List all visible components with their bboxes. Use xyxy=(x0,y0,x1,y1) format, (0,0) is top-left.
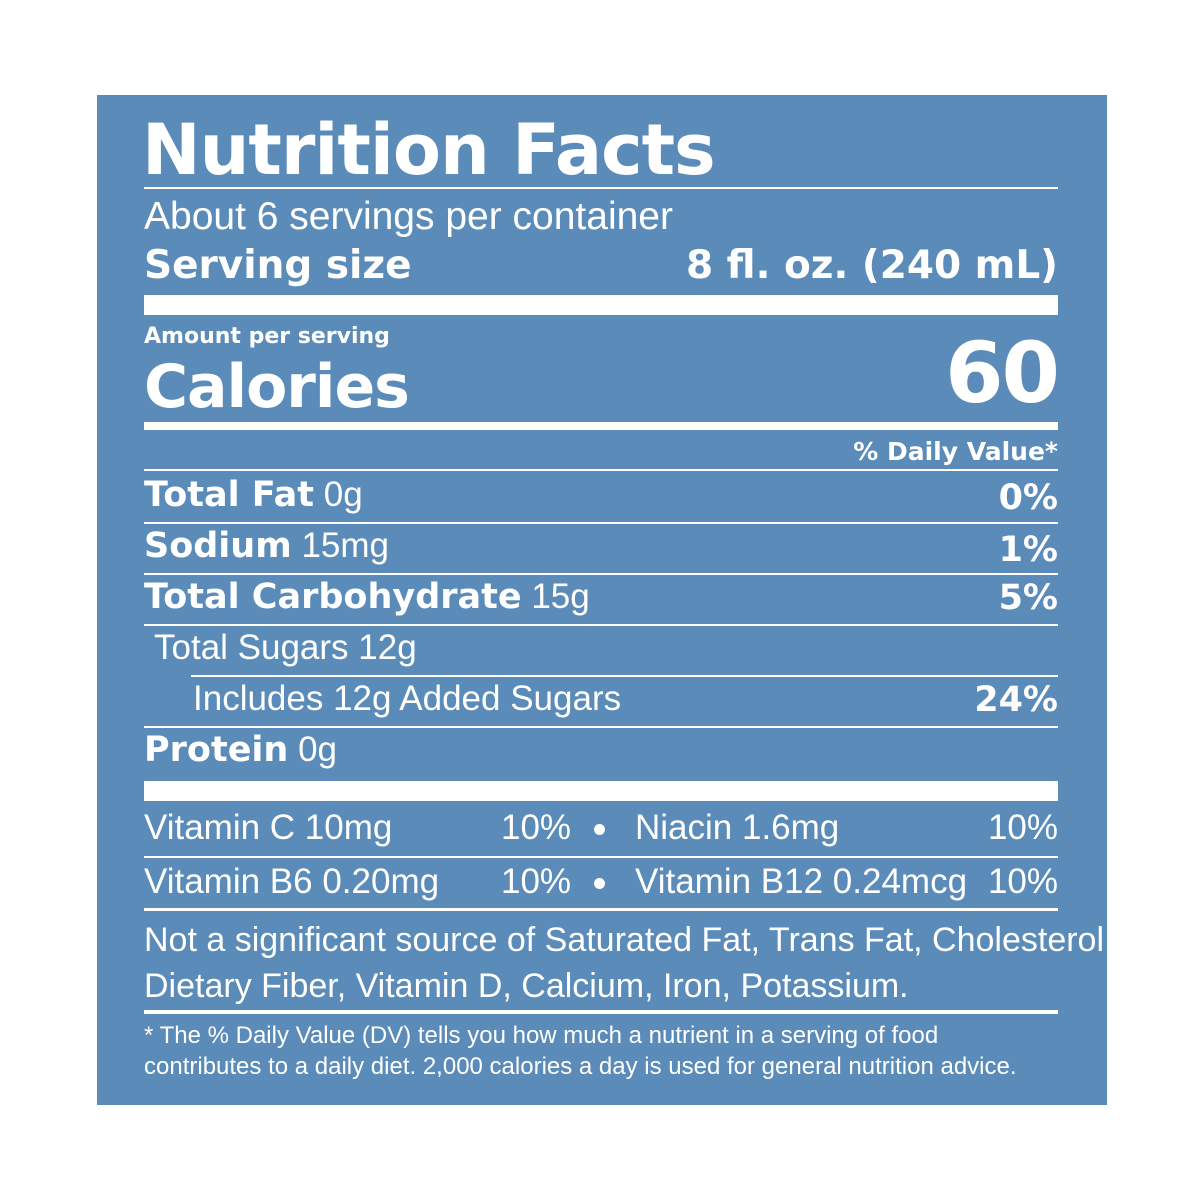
divider-thin xyxy=(144,187,1058,189)
nutrient-name: Total Fat xyxy=(144,475,315,515)
nutrient-name: Total Carbohydrate xyxy=(144,577,522,617)
nutrient-name: Protein xyxy=(144,730,289,770)
not-significant-line: Dietary Fiber, Vitamin D, Calcium, Iron,… xyxy=(144,967,909,1005)
footnote-line: contributes to a daily diet. 2,000 calor… xyxy=(144,1053,1017,1080)
nutrition-facts-panel: Nutrition Facts About 6 servings per con… xyxy=(97,95,1113,1105)
divider-thick xyxy=(144,295,1058,315)
vitamin-dv: 10% xyxy=(987,808,1058,847)
nutrient-dv-sodium: 1% xyxy=(998,530,1058,570)
calories-value: 60 xyxy=(945,324,1060,422)
vitamin-dv: 10% xyxy=(501,862,572,901)
calories-label: Calories xyxy=(144,352,410,422)
divider-thin xyxy=(144,726,1058,728)
divider-thin xyxy=(144,522,1058,524)
nutrient-amount: 15mg xyxy=(301,526,389,565)
nutrient-dv-added-sugars: 24% xyxy=(974,680,1058,720)
not-significant-line: Not a significant source of Saturated Fa… xyxy=(144,921,1114,959)
nutrition-facts-title: Nutrition Facts xyxy=(142,109,716,191)
divider-thin xyxy=(144,573,1058,575)
serving-size-value: 8 fl. oz. (240 mL) xyxy=(685,243,1058,288)
nutrient-row-total-carbohydrate: Total Carbohydrate 15g xyxy=(144,579,590,615)
divider-medium xyxy=(144,1010,1058,1014)
vitamin-dv: 10% xyxy=(987,862,1058,901)
footnote-line: * The % Daily Value (DV) tells you how m… xyxy=(144,1022,939,1049)
nutrient-row-sodium: Sodium 15mg xyxy=(144,528,389,564)
divider-thin xyxy=(144,469,1058,471)
nutrient-row-total-fat: Total Fat 0g xyxy=(144,477,363,513)
nutrient-amount: 0g xyxy=(298,730,338,769)
divider-thin xyxy=(144,624,1058,626)
divider-medium xyxy=(144,908,1058,911)
bullet-separator xyxy=(594,824,605,835)
nutrient-row-added-sugars: Includes 12g Added Sugars xyxy=(193,679,622,718)
nutrient-row-total-sugars: Total Sugars 12g xyxy=(154,628,417,667)
vitamin-name: Vitamin B12 0.24mcg xyxy=(635,862,968,901)
amount-per-serving: Amount per serving xyxy=(144,324,390,349)
vitamin-name: Vitamin C 10mg xyxy=(144,808,393,847)
nutrient-row-protein: Protein 0g xyxy=(144,732,337,768)
daily-value-header: % Daily Value* xyxy=(853,437,1058,466)
vitamin-name: Niacin 1.6mg xyxy=(635,808,840,847)
divider-thick xyxy=(144,781,1058,801)
vitamin-dv: 10% xyxy=(501,808,572,847)
divider-thin-indented xyxy=(191,675,1058,677)
nutrient-amount: 0g xyxy=(323,475,363,514)
servings-per-container: About 6 servings per container xyxy=(144,195,673,238)
serving-size-label: Serving size xyxy=(144,243,412,288)
nutrient-name: Sodium xyxy=(144,526,292,566)
bullet-separator xyxy=(594,878,605,889)
nutrient-dv-total-fat: 0% xyxy=(998,478,1058,518)
vitamin-name: Vitamin B6 0.20mg xyxy=(144,862,440,901)
divider-thin xyxy=(144,856,1058,858)
nutrient-dv-total-carbohydrate: 5% xyxy=(998,578,1058,618)
nutrient-amount: 15g xyxy=(531,577,590,616)
divider-medium xyxy=(144,422,1058,430)
